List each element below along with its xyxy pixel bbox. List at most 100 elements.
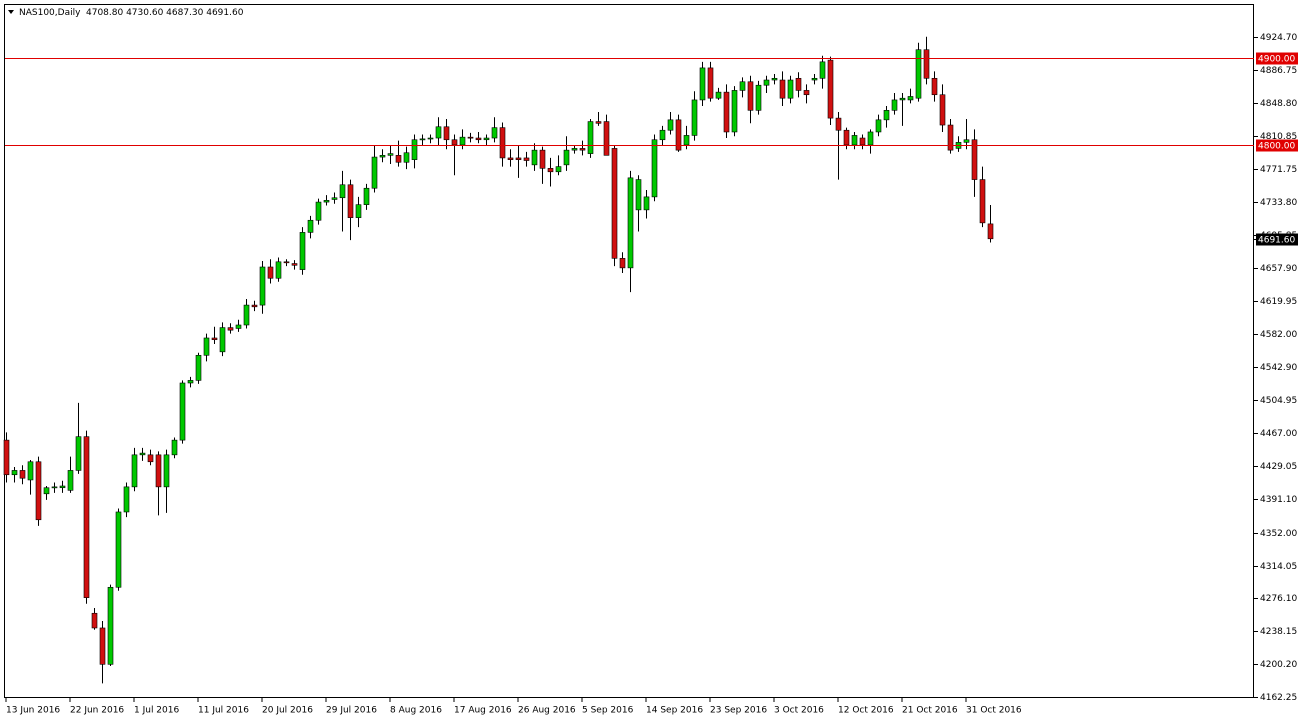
- candle-body: [51, 486, 58, 489]
- candle-body: [555, 166, 562, 173]
- candle-body: [739, 81, 746, 91]
- y-tick-label: 4657.90: [1260, 264, 1297, 274]
- candle-body: [99, 627, 106, 665]
- candle-body: [491, 127, 498, 139]
- x-tick-label: 20 Jul 2016: [262, 706, 313, 716]
- candle-body: [835, 117, 842, 131]
- candle-body: [507, 157, 514, 160]
- candle-body: [323, 200, 330, 203]
- candle-body: [859, 137, 866, 146]
- candle-body: [683, 135, 690, 146]
- candle-body: [627, 177, 634, 269]
- candle-body: [547, 168, 554, 173]
- candle-body: [803, 90, 810, 96]
- x-tick-label: 13 Jun 2016: [6, 706, 60, 716]
- candle-body: [27, 461, 34, 481]
- candle-body: [659, 129, 666, 141]
- candle-body: [443, 126, 450, 141]
- candle-body: [227, 327, 234, 331]
- candle-body: [571, 148, 578, 151]
- y-tick-label: 4733.80: [1260, 198, 1297, 208]
- y-tick-label: 4162.25: [1260, 693, 1297, 703]
- candle-body: [307, 219, 314, 233]
- candle-body: [771, 77, 778, 81]
- candle-body: [171, 439, 178, 456]
- candle-body: [579, 148, 586, 151]
- candle-body: [243, 304, 250, 326]
- y-tick-label: 4924.70: [1260, 33, 1297, 43]
- candle-body: [515, 157, 522, 160]
- x-tick-label: 5 Sep 2016: [582, 706, 634, 716]
- candle-body: [283, 261, 290, 264]
- candle-body: [595, 121, 602, 124]
- x-tick-label: 8 Aug 2016: [390, 706, 442, 716]
- y-tick-label: 4314.05: [1260, 562, 1297, 572]
- candle-body: [715, 91, 722, 99]
- candle-body: [363, 187, 370, 205]
- candle-body: [867, 131, 874, 146]
- y-tick-label: 4238.15: [1260, 627, 1297, 637]
- candle-body: [91, 612, 98, 629]
- candle-body: [387, 153, 394, 156]
- candle-body: [827, 59, 834, 119]
- symbol-label: NAS100,Daily: [19, 8, 81, 18]
- candle-body: [419, 138, 426, 141]
- level-tag: [1256, 52, 1298, 65]
- y-tick-label: 4810.85: [1260, 132, 1297, 142]
- candle-body: [971, 139, 978, 180]
- x-tick-label: 22 Jun 2016: [70, 706, 124, 716]
- candle-body: [979, 179, 986, 224]
- x-tick-label: 26 Aug 2016: [518, 706, 576, 716]
- candle-body: [635, 179, 642, 211]
- ohlc-label: 4708.80 4730.60 4687.30 4691.60: [86, 8, 244, 18]
- candle-body: [603, 121, 610, 156]
- candle-body: [19, 470, 26, 479]
- y-tick-label: 4276.10: [1260, 594, 1297, 604]
- last-price-label: 4691.60: [1258, 236, 1295, 246]
- candle-body: [211, 337, 218, 341]
- candle-body: [931, 77, 938, 96]
- candle-body: [563, 149, 570, 166]
- candle-body: [947, 124, 954, 151]
- candle-body: [811, 77, 818, 81]
- candle-body: [667, 119, 674, 131]
- candle-body: [731, 90, 738, 133]
- candle-body: [3, 439, 10, 476]
- candle-body: [523, 157, 530, 161]
- candle-body: [235, 324, 242, 329]
- candle-body: [67, 470, 74, 491]
- candle-body: [339, 184, 346, 199]
- candle-body: [899, 97, 906, 101]
- candle-body: [195, 354, 202, 381]
- candle-body: [107, 586, 114, 665]
- level-tag-label: 4900.00: [1258, 55, 1295, 65]
- candle-body: [723, 91, 730, 133]
- y-tick-label: 4467.00: [1260, 429, 1297, 439]
- candle-body: [619, 258, 626, 269]
- plot-frame: [4, 4, 1254, 698]
- candle-body: [379, 155, 386, 158]
- candle-body: [59, 485, 66, 489]
- candle-body: [259, 266, 266, 306]
- candle-body: [779, 79, 786, 99]
- candle-body: [587, 121, 594, 154]
- candle-body: [915, 49, 922, 99]
- candle-body: [299, 232, 306, 270]
- candle-body: [475, 137, 482, 141]
- candle-body: [251, 304, 258, 308]
- candle-body: [939, 94, 946, 126]
- candle-body: [707, 67, 714, 99]
- candle-body: [83, 436, 90, 598]
- candle-body: [155, 454, 162, 488]
- candle-body: [275, 261, 282, 279]
- menu-arrow[interactable]: [8, 10, 14, 14]
- candle-body: [203, 337, 210, 356]
- candle-body: [123, 486, 130, 513]
- candle-body: [875, 119, 882, 133]
- candle-body: [499, 127, 506, 159]
- candle-body: [139, 452, 146, 456]
- candle-body: [483, 137, 490, 141]
- candle-body: [795, 77, 802, 91]
- candle-body: [963, 139, 970, 143]
